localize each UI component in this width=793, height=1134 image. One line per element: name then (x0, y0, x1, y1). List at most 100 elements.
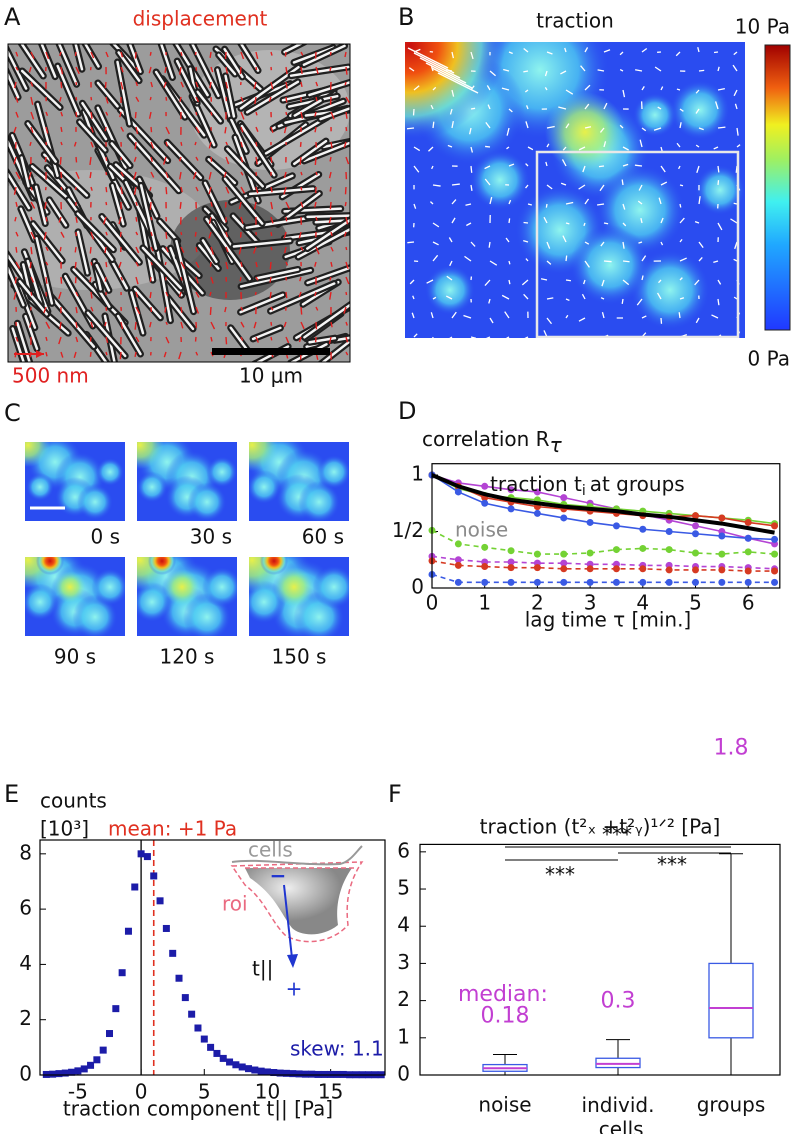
traction-arrow (451, 217, 456, 224)
displacement-arrow (210, 111, 213, 116)
traction-arrow (679, 122, 682, 129)
traction-arrow (508, 218, 511, 224)
traction-arrow (470, 107, 476, 110)
displacement-arrow (225, 336, 228, 345)
scale-bar (212, 348, 330, 355)
map-blob (633, 93, 677, 137)
traction-arrow (578, 146, 586, 151)
displacement-arrow (105, 336, 109, 344)
panel-letter: F (388, 780, 402, 808)
cell-streak (333, 336, 350, 342)
displacement-arrow (89, 336, 92, 342)
box (708, 962, 754, 1039)
displacement-arrow (15, 66, 19, 71)
plot-frame (39, 839, 386, 1076)
displacement-arrow (30, 81, 34, 87)
cell-streak (141, 246, 183, 290)
cell-streak (154, 70, 187, 119)
traction-arrow (603, 141, 607, 148)
displacement-arrow (29, 321, 32, 328)
displacement-arrow (255, 66, 258, 71)
displacement-arrow (285, 201, 290, 209)
traction-arrow (660, 217, 664, 224)
traction-arrow (470, 51, 474, 60)
traction-arrow (584, 126, 592, 129)
traction-arrow (636, 298, 643, 306)
displacement-arrow (178, 156, 182, 162)
map-blob (545, 92, 625, 172)
traction-arrow (430, 104, 434, 110)
displacement-arrow (180, 321, 184, 329)
displacement-arrow (345, 351, 349, 356)
cell-streak (20, 69, 62, 109)
displacement-arrow (90, 261, 93, 266)
annotation-text: traction t (490, 472, 582, 496)
series-marker (560, 514, 568, 522)
traction-arrow (676, 142, 681, 148)
traction-arrow (489, 260, 498, 266)
traction-arrow (622, 163, 629, 167)
displacement-arrow (15, 336, 19, 342)
displacement-arrow (60, 186, 63, 191)
displacement-arrow (60, 81, 63, 89)
displacement-arrow (150, 141, 154, 149)
displacement-arrow (315, 216, 318, 221)
cell-streak (306, 214, 350, 219)
cell-streak (224, 74, 236, 118)
displacement-arrow (195, 306, 200, 314)
histogram-point (270, 1069, 278, 1077)
displacement-arrow (255, 51, 259, 60)
y-tick-label: 3 (397, 950, 410, 974)
cell-streak (128, 134, 181, 193)
displacement-arrow (75, 66, 80, 75)
displacement-arrow (105, 111, 109, 116)
traction-arrow (470, 146, 474, 153)
roi-outline (230, 861, 364, 943)
traction-arrow (714, 101, 719, 110)
traction-arrow (523, 70, 529, 73)
traction-arrow (406, 127, 415, 130)
displacement-arrow (45, 276, 48, 284)
displacement-arrow (208, 216, 212, 224)
thumb-blob (54, 571, 86, 603)
displacement-arrow (148, 66, 152, 74)
displacement-arrow (345, 126, 348, 132)
histogram-point (143, 853, 151, 861)
displacement-arrow (283, 186, 287, 195)
displacement-arrow (30, 111, 35, 120)
panel-letter: D (398, 397, 416, 425)
series-marker (560, 578, 568, 586)
displacement-arrow (30, 246, 33, 255)
traction-arrow (488, 298, 491, 304)
scale-label: 10 μm (239, 364, 303, 388)
annotation: traction ti at groups (490, 472, 685, 500)
displacement-arrow (44, 201, 47, 209)
traction-arrow (425, 62, 467, 84)
displacement-arrow (15, 171, 21, 180)
traction-arrow (695, 317, 700, 324)
displacement-arrow (75, 81, 78, 86)
cell-streak (239, 269, 312, 288)
displacement-arrow (119, 351, 122, 360)
traction-arrow (468, 127, 472, 135)
displacement-arrow (180, 231, 183, 236)
traction-arrow (733, 51, 738, 56)
displacement-arrow (285, 336, 290, 344)
displacement-arrow (45, 336, 48, 341)
traction-arrow (621, 298, 624, 304)
series-marker (507, 558, 515, 566)
displacement-arrow (300, 201, 304, 208)
cell-streak (8, 49, 28, 90)
histogram-point (131, 883, 139, 891)
cell-edge (231, 845, 363, 866)
y-axis-label: counts (40, 789, 107, 813)
series-marker (665, 578, 673, 586)
traction-arrow (489, 196, 493, 205)
image-patch (190, 50, 350, 170)
force-vector-head (287, 954, 298, 968)
traction-arrow (564, 47, 567, 53)
series-marker (481, 482, 489, 490)
series-marker (665, 546, 673, 554)
displacement-arrow (194, 141, 197, 146)
displacement-arrow (74, 246, 77, 253)
